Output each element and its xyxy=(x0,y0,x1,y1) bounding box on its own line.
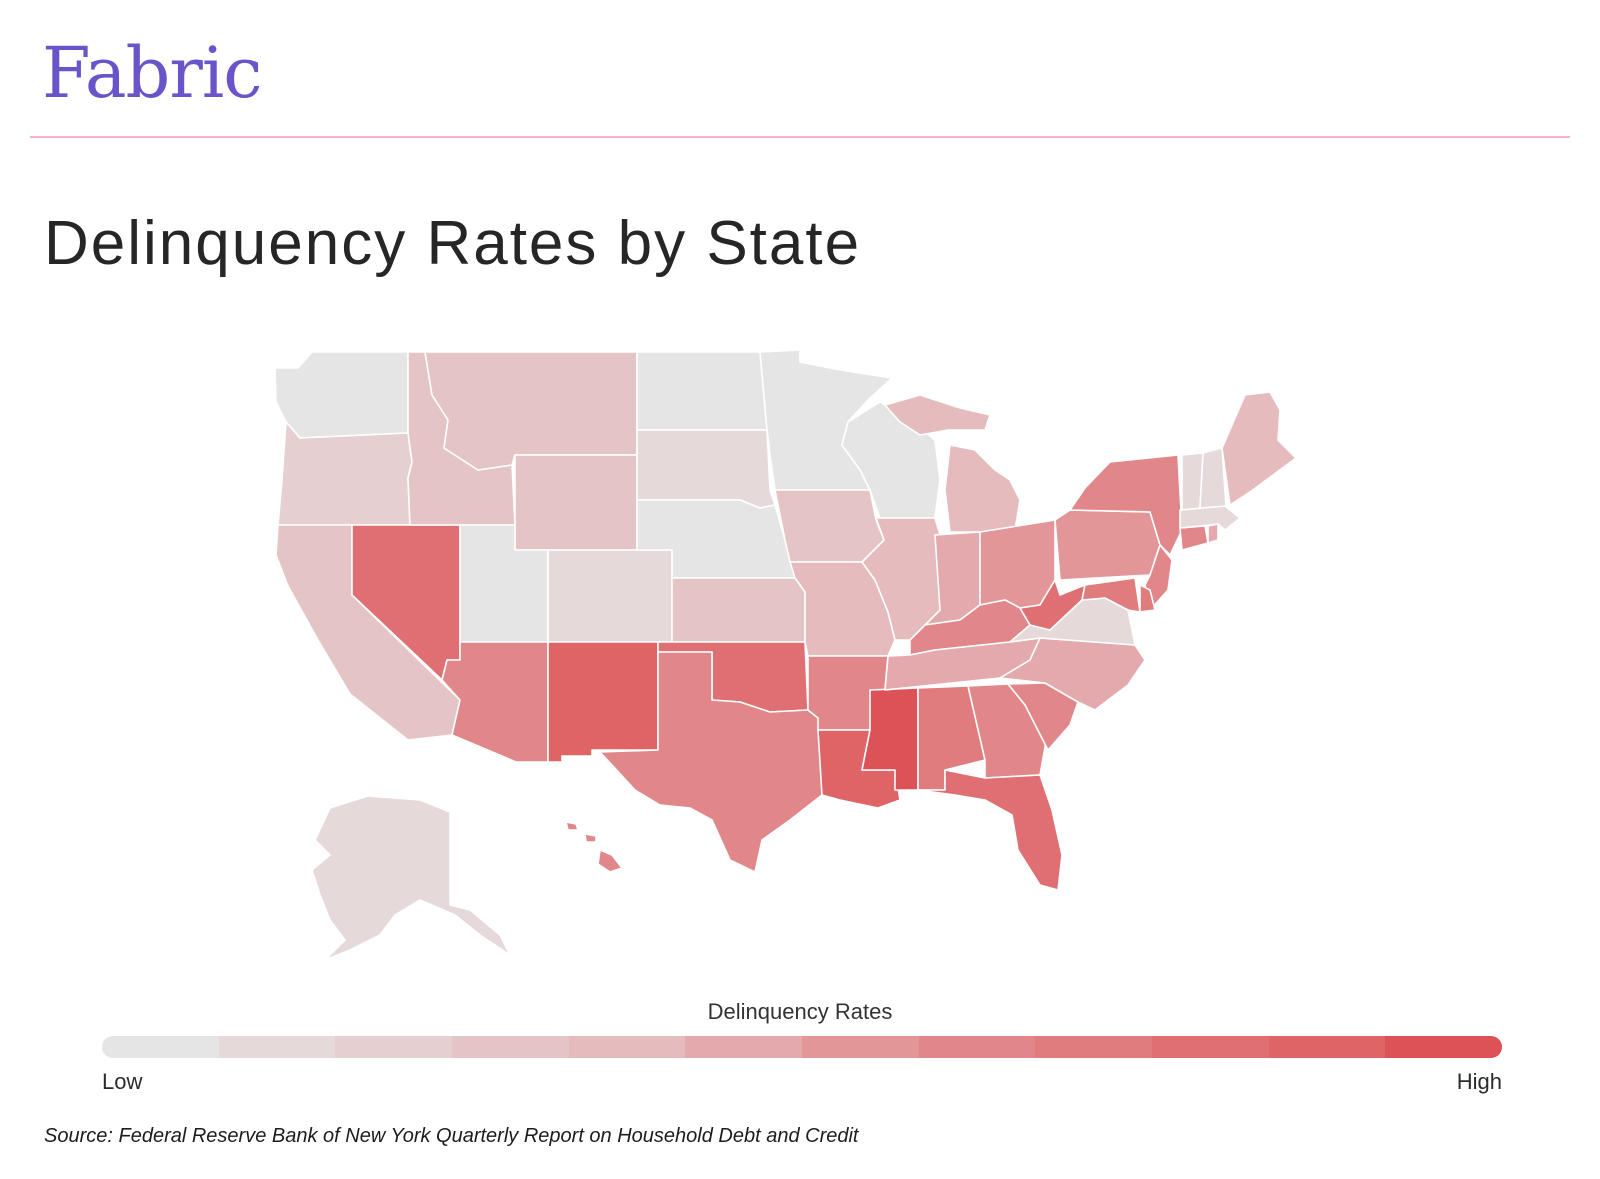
state-NM xyxy=(547,641,659,763)
state-MI xyxy=(944,444,1021,533)
state-OH xyxy=(979,519,1056,609)
legend-swatch-5 xyxy=(685,1036,803,1058)
legend-swatch-9 xyxy=(1152,1036,1269,1058)
legend-swatch-6 xyxy=(802,1036,919,1058)
state-HI-2 xyxy=(565,821,579,831)
header-divider xyxy=(30,136,1570,138)
legend-swatch-3 xyxy=(452,1036,569,1058)
legend-color-scale xyxy=(102,1036,1502,1058)
state-ME xyxy=(1221,391,1297,506)
state-NH xyxy=(1199,447,1227,509)
legend-swatch-11 xyxy=(1385,1036,1502,1058)
legend-swatch-4 xyxy=(568,1036,686,1058)
legend-swatch-10 xyxy=(1268,1036,1386,1058)
state-CT xyxy=(1179,525,1209,551)
state-ND xyxy=(636,351,768,431)
state-AK xyxy=(311,795,511,961)
state-KS xyxy=(671,577,806,643)
state-DE xyxy=(1139,584,1156,613)
page-title: Delinquency Rates by State xyxy=(44,209,862,278)
state-FL xyxy=(917,769,1063,891)
brand-logo: Fabric xyxy=(42,32,262,114)
state-MT xyxy=(424,351,638,471)
state-WA xyxy=(274,351,409,439)
legend-low-label: Low xyxy=(102,1069,143,1094)
state-IL xyxy=(861,517,941,641)
state-WV xyxy=(1019,579,1086,631)
legend-swatch-8 xyxy=(1035,1036,1153,1058)
state-HI-3 xyxy=(584,833,597,843)
state-TX xyxy=(599,651,823,873)
legend-title: Delinquency Rates xyxy=(707,999,893,1024)
state-PA xyxy=(1054,509,1161,581)
state-IA xyxy=(774,489,885,563)
state-MD xyxy=(1081,577,1141,613)
state-SD xyxy=(636,429,776,509)
legend-swatch-1 xyxy=(218,1036,336,1058)
legend-swatch-7 xyxy=(918,1036,1036,1058)
state-MI-UP xyxy=(884,394,991,436)
legend-swatch-0 xyxy=(102,1036,219,1058)
state-HI xyxy=(597,849,623,873)
state-RI xyxy=(1207,523,1219,544)
legend-high-label: High xyxy=(1456,1069,1502,1094)
state-WY xyxy=(514,454,638,551)
us-choropleth-map xyxy=(274,349,1297,961)
state-OR xyxy=(277,421,413,526)
legend-swatch-2 xyxy=(335,1036,453,1058)
state-NC xyxy=(999,637,1146,711)
source-note: Source: Federal Reserve Bank of New York… xyxy=(44,1125,859,1147)
state-CO xyxy=(547,549,673,643)
